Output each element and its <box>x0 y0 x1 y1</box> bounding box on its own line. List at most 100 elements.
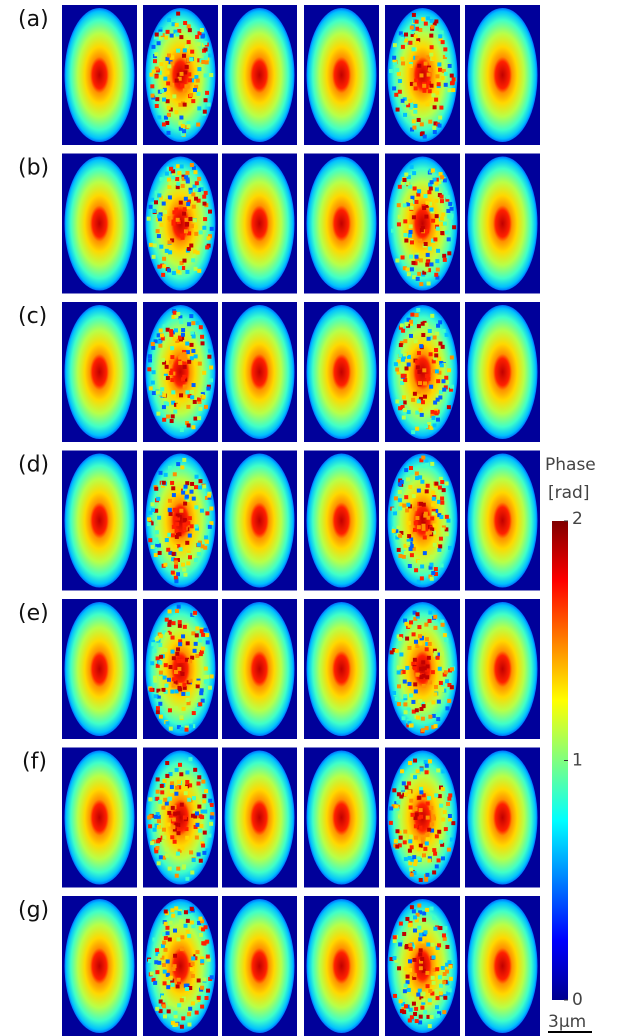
noise-pixel <box>209 365 214 370</box>
noise-pixel <box>432 523 437 528</box>
noise-pixel <box>412 870 417 875</box>
cell <box>224 750 295 885</box>
noise-pixel <box>423 381 428 386</box>
noise-pixel <box>182 526 187 531</box>
noise-pixel <box>179 320 184 325</box>
noise-pixel <box>444 532 449 537</box>
noise-pixel <box>193 999 198 1004</box>
noise-pixel <box>411 215 416 220</box>
noise-pixel <box>396 525 401 530</box>
noise-pixel <box>148 538 153 543</box>
noise-pixel <box>434 834 439 839</box>
noise-pixel <box>181 357 186 362</box>
noise-pixel <box>190 331 195 336</box>
noise-pixel <box>203 925 208 930</box>
noise-pixel <box>194 505 199 510</box>
noise-pixel <box>148 510 153 515</box>
noise-pixel <box>399 634 404 639</box>
noise-pixel <box>174 314 179 319</box>
noise-pixel <box>411 47 416 52</box>
noise-pixel <box>434 793 439 798</box>
noise-pixel <box>163 909 168 914</box>
noise-pixel <box>418 396 423 401</box>
noise-pixel <box>203 73 208 78</box>
noise-pixel <box>407 564 412 569</box>
noise-pixel <box>408 839 413 844</box>
noise-pixel <box>151 639 156 644</box>
noise-pixel <box>171 400 176 405</box>
noise-pixel <box>432 648 437 653</box>
noise-pixel <box>183 983 188 988</box>
noise-pixel <box>189 78 194 83</box>
noise-pixel <box>180 935 185 940</box>
noise-pixel <box>419 458 424 463</box>
noise-pixel <box>449 355 454 360</box>
noise-pixel <box>397 482 402 487</box>
noise-pixel <box>442 257 447 262</box>
noise-pixel <box>169 419 174 424</box>
noise-pixel <box>445 679 450 684</box>
noise-pixel <box>162 940 167 945</box>
noise-pixel <box>179 164 184 169</box>
noise-pixel <box>418 808 423 813</box>
noise-pixel <box>209 521 214 526</box>
noise-pixel <box>432 423 437 428</box>
cell <box>306 305 377 439</box>
row-label: (c) <box>18 304 47 329</box>
noise-pixel <box>397 79 402 84</box>
noise-pixel <box>408 541 413 546</box>
noise-pixel <box>435 267 440 272</box>
noise-pixel <box>409 25 414 30</box>
noise-pixel <box>171 913 176 918</box>
noise-pixel <box>184 217 189 222</box>
noise-pixel <box>417 271 422 276</box>
noise-pixel <box>430 409 435 414</box>
noise-pixel <box>174 822 179 827</box>
noise-pixel <box>436 323 441 328</box>
noise-pixel <box>165 327 170 332</box>
noise-pixel <box>436 379 441 384</box>
noise-pixel <box>181 1016 186 1021</box>
noise-pixel <box>172 507 177 512</box>
noise-pixel <box>414 1006 419 1011</box>
noise-pixel <box>402 400 407 405</box>
noise-pixel <box>165 931 170 936</box>
noise-pixel <box>181 360 186 365</box>
noise-pixel <box>185 350 190 355</box>
noise-pixel <box>398 940 403 945</box>
noise-pixel <box>150 380 155 385</box>
noise-pixel <box>412 975 417 980</box>
cell <box>467 8 538 142</box>
noise-pixel <box>415 612 420 617</box>
noise-pixel <box>432 915 437 920</box>
noise-pixel <box>199 691 204 696</box>
noise-pixel <box>438 172 443 177</box>
noise-pixel <box>200 698 205 703</box>
noise-pixel <box>393 362 398 367</box>
noise-pixel <box>172 1023 177 1028</box>
noise-pixel <box>429 262 434 267</box>
noise-pixel <box>434 97 439 102</box>
noise-pixel <box>173 409 178 414</box>
noise-pixel <box>182 523 187 528</box>
noise-pixel <box>168 975 173 980</box>
noise-pixel <box>425 907 430 912</box>
noise-pixel <box>170 414 175 419</box>
noise-pixel <box>426 16 431 21</box>
noise-pixel <box>412 610 417 615</box>
noise-pixel <box>418 1020 423 1025</box>
noise-pixel <box>390 228 395 233</box>
noise-pixel <box>429 52 434 57</box>
noise-pixel <box>392 648 397 653</box>
noise-pixel <box>434 864 439 869</box>
noise-pixel <box>408 547 413 552</box>
noise-pixel <box>194 181 199 186</box>
noise-pixel <box>205 848 210 853</box>
noise-pixel <box>209 506 214 511</box>
noise-pixel <box>436 82 441 87</box>
phase-image <box>62 599 137 739</box>
noise-pixel <box>198 932 203 937</box>
noise-pixel <box>193 610 198 615</box>
noise-pixel <box>428 168 433 173</box>
noise-pixel <box>176 516 181 521</box>
